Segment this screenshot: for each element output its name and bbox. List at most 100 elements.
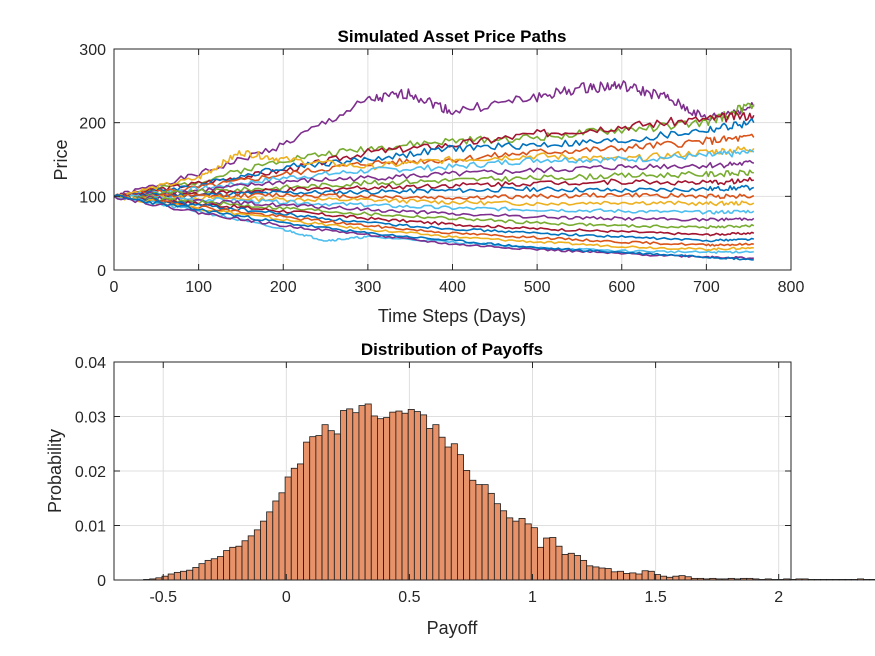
histogram-bar [266,511,274,581]
histogram-bar [610,571,618,581]
histogram-bar [641,570,649,581]
histogram-bar [678,575,686,581]
histogram-bar [457,454,464,581]
histogram-bar [450,443,458,581]
payoff-histogram-x-ticks: -0.5 0 0.5 1 1.5 2 [149,362,783,606]
price-path-series [114,195,754,252]
price-path-series [114,192,755,201]
histogram-bar [592,566,600,581]
histogram-bar [826,579,834,581]
histogram-bar [247,535,255,581]
price-paths-x-tick-label: 500 [524,279,551,296]
price-paths-x-label: Time Steps (Days) [378,306,526,326]
price-path-series [114,176,754,199]
histogram-bar [832,579,840,581]
histogram-bar [493,503,501,581]
payoff-histogram-x-tick-label: 1 [528,589,537,606]
histogram-bar [850,579,858,581]
histogram-bar [235,545,243,581]
histogram-bar [352,412,360,581]
histogram-bar [192,567,200,581]
price-paths-x-tick-label: 0 [110,279,119,296]
histogram-bar [364,403,372,581]
price-paths-y-tick-label: 200 [79,116,106,133]
histogram-bar [463,470,471,581]
price-paths-x-tick-label: 300 [355,279,382,296]
histogram-bar [635,573,643,581]
histogram-bar [241,540,249,581]
histogram-bar [198,563,206,581]
histogram-bar [432,424,440,581]
histogram-bar [518,518,526,581]
price-paths-x-tick-label: 200 [270,279,297,296]
payoff-histogram-y-tick-label: 0.03 [75,410,106,427]
histogram-bar [210,558,218,581]
price-paths-y-ticks: 0 100 200 300 [79,42,791,280]
price-path-series [114,194,755,215]
price-paths-x-tick-label: 400 [439,279,466,296]
histogram-bar [795,578,803,581]
histogram-bar [377,418,384,581]
histogram-bar [807,579,815,581]
payoff-histogram-y-ticks: 0 0.01 0.02 0.03 0.04 [75,355,791,590]
histogram-bar [229,546,237,581]
payoff-histogram-y-tick-label: 0.04 [75,355,106,372]
histogram-bar [438,436,446,581]
histogram-bar [617,570,624,581]
price-paths-panel: 0 100 200 300 400 500 600 700 800 0 100 200 300 Sim… [51,27,804,326]
histogram-bar [660,575,668,581]
histogram-bar [561,553,569,581]
histogram-bar [487,492,495,581]
histogram-bar [272,500,280,581]
histogram-bar [346,408,354,581]
histogram-bar [801,578,809,581]
histogram-bar [863,579,871,581]
histogram-bar [586,565,594,581]
histogram-bar [216,556,224,581]
price-paths-y-tick-label: 0 [97,263,106,280]
price-path-series [114,169,754,199]
histogram-bar [512,520,520,581]
histogram-bar [370,415,378,581]
histogram-bar [167,573,175,581]
histogram-bar [481,484,489,581]
histogram-bar [820,579,828,581]
histogram-bar [173,571,181,581]
price-paths-y-tick-label: 100 [79,189,106,206]
histogram-bar [186,569,194,581]
price-paths-series-group [114,80,755,261]
price-paths-x-tick-label: 800 [778,279,805,296]
price-path-series [114,194,754,261]
histogram-bar [629,572,637,581]
histogram-bar [857,578,865,581]
payoff-histogram-x-tick-label: 2 [774,589,783,606]
histogram-bar [555,545,563,581]
histogram-bar [284,476,292,581]
histogram-bar [260,520,268,581]
price-paths-x-tick-label: 600 [608,279,635,296]
price-path-series [114,194,755,237]
histogram-bar [401,412,409,581]
histogram-bar [598,567,606,581]
histogram-bar [321,424,329,581]
payoff-histogram-y-tick-label: 0.02 [75,464,106,481]
histogram-bar [180,570,188,581]
histogram-bar [844,579,852,581]
histogram-bar [204,559,212,581]
price-path-series [114,159,755,198]
histogram-bar [444,446,452,581]
histogram-bar [290,467,298,581]
price-path-series [114,194,755,230]
payoff-histogram-title: Distribution of Payoffs [361,340,543,359]
histogram-bar [395,410,403,581]
price-paths-x-tick-label: 100 [185,279,212,296]
histogram-bar [297,463,304,581]
histogram-bar [383,417,391,581]
histogram-bar [420,414,428,581]
histogram-bar [567,552,575,581]
histogram-bar [223,550,231,581]
price-path-series [114,133,755,198]
price-path-series [114,80,755,198]
histogram-bar [647,570,655,581]
